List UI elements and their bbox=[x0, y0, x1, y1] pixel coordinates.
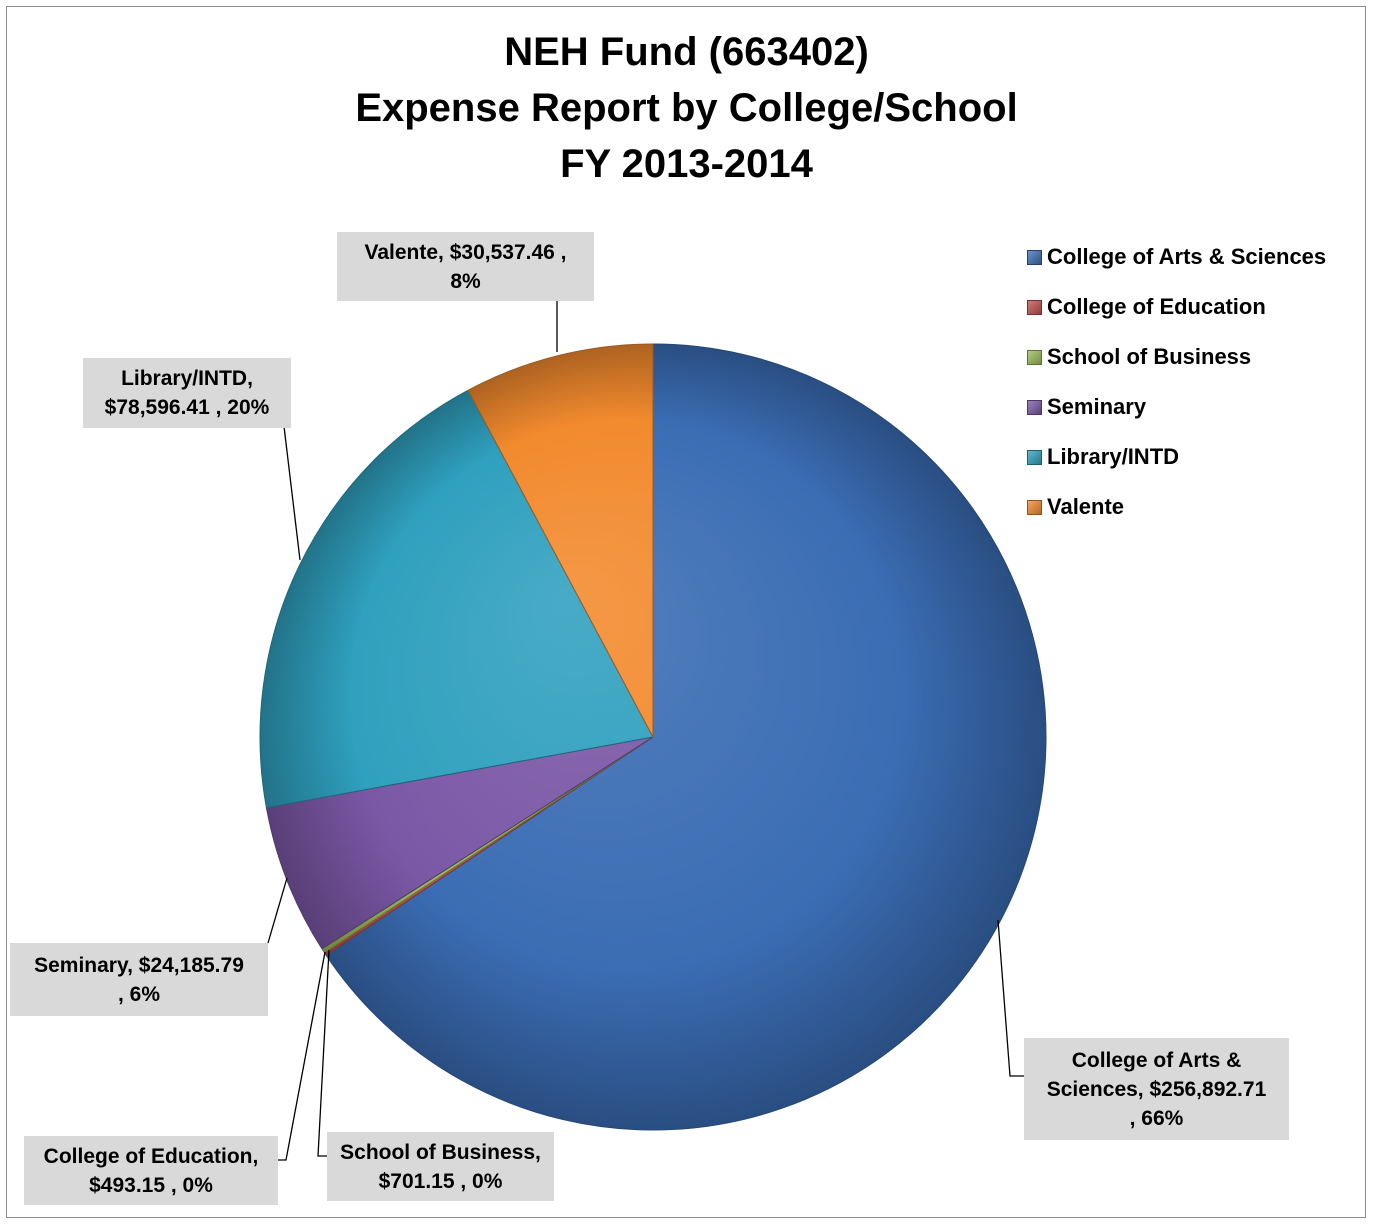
leader-lines bbox=[267, 301, 1024, 1161]
legend-label: College of Education bbox=[1047, 294, 1266, 319]
pie-slice-library-intd bbox=[259, 389, 654, 809]
data-label-line: $78,596.41 , 20% bbox=[104, 396, 270, 419]
legend-item-college-of-education: College of Education bbox=[1027, 282, 1326, 332]
data-label-line: College of Education, bbox=[43, 1144, 259, 1168]
pie-slice-college-of-arts-sciences bbox=[325, 343, 1047, 1131]
leader-line-school-of-business bbox=[317, 949, 330, 1157]
legend-item-library-intd: Library/INTD bbox=[1027, 432, 1326, 482]
legend-item-school-of-business: School of Business bbox=[1027, 332, 1326, 382]
leader-line-library-intd bbox=[282, 417, 301, 561]
data-label-line: 8% bbox=[450, 269, 481, 293]
data-label-line: , 6% bbox=[117, 982, 160, 1006]
legend: College of Arts & Sciences College of Edu… bbox=[1027, 232, 1326, 532]
data-label-library-intd: Library/INTD, $78,596.41 , 20% bbox=[83, 358, 291, 428]
legend-swatch bbox=[1027, 399, 1042, 415]
chart-title: NEH Fund (663402) Expense Report by Coll… bbox=[0, 24, 1373, 192]
data-label-college-of-arts-sciences: College of Arts & Sciences, $256,892.71 , … bbox=[1024, 1038, 1289, 1140]
leader-line-college-of-education bbox=[278, 951, 326, 1161]
data-label-seminary: Seminary, $24,185.79 , 6% bbox=[10, 943, 268, 1016]
data-label-line: $493.15 , 0% bbox=[89, 1173, 213, 1197]
legend-swatch bbox=[1027, 499, 1042, 515]
legend-swatch bbox=[1027, 449, 1042, 465]
legend-swatch bbox=[1027, 349, 1042, 365]
legend-label: Seminary bbox=[1047, 394, 1147, 419]
data-label-college-of-education: College of Education, $493.15 , 0% bbox=[24, 1136, 278, 1205]
legend-label: Valente bbox=[1047, 494, 1125, 519]
pie-slices bbox=[259, 343, 1047, 1131]
data-label-line: Valente, $30,537.46 , bbox=[364, 240, 567, 264]
data-label-line: $701.15 , 0% bbox=[378, 1169, 503, 1193]
chart-title-line-3: FY 2013-2014 bbox=[560, 142, 813, 186]
data-label-line: Sciences, $256,892.71 bbox=[1046, 1077, 1267, 1101]
data-label-line: Library/INTD, bbox=[121, 367, 253, 390]
data-label-school-of-business: School of Business, $701.15 , 0% bbox=[327, 1132, 554, 1201]
legend-item-college-of-arts-sciences: College of Arts & Sciences bbox=[1027, 232, 1326, 282]
leader-line-seminary bbox=[267, 877, 288, 944]
legend-swatch bbox=[1027, 299, 1042, 315]
data-label-line: College of Arts & bbox=[1071, 1048, 1242, 1072]
leader-line-college-of-arts-sciences bbox=[997, 919, 1024, 1077]
chart-title-line-1: NEH Fund (663402) bbox=[504, 30, 869, 74]
legend-label: Library/INTD bbox=[1047, 444, 1180, 469]
pie-slice-valente bbox=[467, 343, 654, 738]
legend-label: College of Arts & Sciences bbox=[1047, 244, 1327, 269]
legend-swatch bbox=[1027, 249, 1042, 265]
data-label-valente: Valente, $30,537.46 , 8% bbox=[337, 232, 594, 301]
data-label-line: School of Business, bbox=[340, 1140, 541, 1164]
legend-item-seminary: Seminary bbox=[1027, 382, 1326, 432]
legend-item-valente: Valente bbox=[1027, 482, 1326, 532]
data-label-line: Seminary, $24,185.79 bbox=[34, 953, 244, 977]
pie-slice-seminary bbox=[265, 736, 654, 950]
chart-title-line-2: Expense Report by College/School bbox=[355, 86, 1018, 130]
legend-label: School of Business bbox=[1047, 344, 1252, 369]
data-label-line: , 66% bbox=[1129, 1106, 1184, 1130]
